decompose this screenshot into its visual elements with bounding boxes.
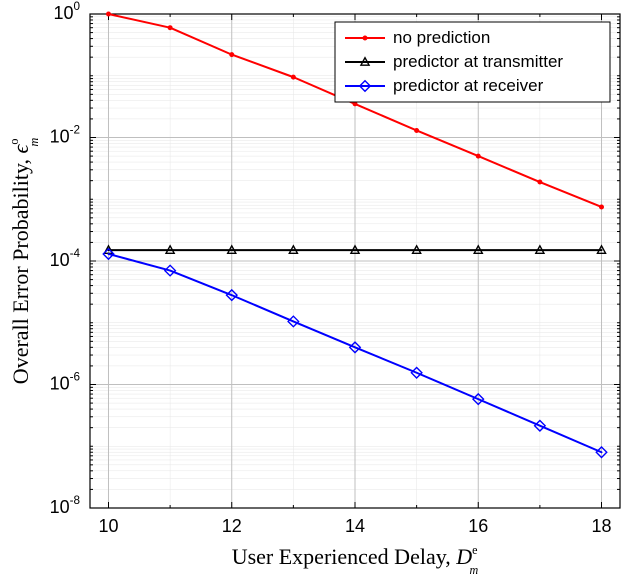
- x-axis-label: User Experienced Delay, Dem: [232, 543, 479, 577]
- y-tick-label: 10-2: [50, 124, 80, 147]
- x-tick-label: 14: [345, 516, 365, 536]
- y-axis-label: Overall Error Probability, ϵom: [7, 138, 41, 385]
- legend-label: predictor at transmitter: [393, 52, 563, 71]
- y-tick-label: 100: [53, 0, 80, 23]
- chart-container: 10 12 14 16 18 10-8 10-6 10-4 10-2 100 User Experi…: [0, 0, 640, 587]
- legend-label: predictor at receiver: [393, 76, 544, 95]
- x-tick-label: 10: [98, 516, 118, 536]
- y-tick-label: 10-6: [50, 371, 80, 394]
- y-tick-label: 10-8: [50, 494, 80, 517]
- legend: no prediction predictor at transmitter pre…: [335, 22, 610, 102]
- line-chart: 10 12 14 16 18 10-8 10-6 10-4 10-2 100 User Experi…: [0, 0, 640, 587]
- legend-label: no prediction: [393, 28, 490, 47]
- x-tick-label: 16: [468, 516, 488, 536]
- x-tick-label: 18: [591, 516, 611, 536]
- x-tick-label: 12: [222, 516, 242, 536]
- y-tick-label: 10-4: [50, 247, 81, 270]
